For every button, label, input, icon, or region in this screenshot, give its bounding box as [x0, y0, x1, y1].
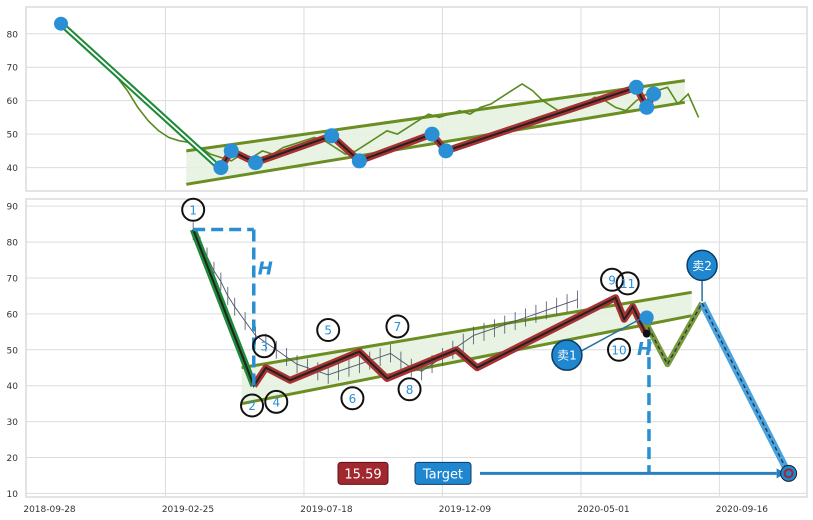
- wave-label-text: 6: [349, 392, 357, 406]
- y-tick-label: 50: [7, 346, 19, 356]
- wave-label-circle: [385, 314, 410, 339]
- top-grid: [26, 7, 807, 191]
- pivot-point: [424, 126, 440, 142]
- y-tick-label: 40: [7, 164, 19, 174]
- y-tick-label: 20: [7, 454, 19, 464]
- top-panel: 40 50 60 70 80: [7, 6, 808, 192]
- wave-labels: 1 2 3 4 5 6 7 8 9 10 11: [181, 197, 654, 418]
- wave-label-text: 3: [260, 340, 268, 354]
- height-projection: HH: [193, 227, 652, 474]
- x-tick-label: 2020-09-16: [716, 505, 769, 515]
- height-marker-label: H: [258, 258, 273, 279]
- y-tick-label: 40: [7, 382, 19, 392]
- x-tick-label: 2020-05-01: [577, 505, 629, 515]
- pivot-point: [54, 16, 68, 31]
- price-line: [192, 231, 578, 376]
- forecast-core-line: [644, 301, 790, 475]
- x-tick-label: 2019-12-09: [439, 505, 492, 515]
- x-tick-label: 2019-07-18: [300, 505, 353, 515]
- wave-label-text: 9: [608, 273, 616, 287]
- sell2-marker: [686, 249, 718, 282]
- trend-arrow-core: [60, 23, 219, 167]
- bottom-y-axis: 10 20 30 40 50 60 70 80 90: [7, 203, 19, 500]
- pivot-point: [639, 310, 654, 325]
- wave-line-core: [220, 86, 655, 169]
- y-tick-label: 10: [7, 490, 19, 500]
- top-wave-path: [217, 83, 657, 170]
- target-point-ring: [783, 468, 794, 479]
- wave-label-circle: [252, 334, 277, 359]
- wave-label-text: 2: [248, 399, 256, 413]
- wave-label-circle: [264, 389, 289, 414]
- sell1-label: 卖1: [557, 349, 577, 363]
- target-button-label: Target: [422, 467, 463, 482]
- y-tick-label: 50: [7, 131, 19, 141]
- pivot-point: [247, 155, 263, 171]
- target-value-box: [337, 461, 389, 485]
- wave-label-text: 8: [406, 383, 414, 397]
- channel-fill: [241, 292, 692, 404]
- y-tick-label: 80: [7, 239, 19, 249]
- y-tick-label: 60: [7, 310, 19, 320]
- pivot-point: [646, 86, 662, 102]
- top-pivots: [54, 16, 662, 176]
- bottom-wave-path: [189, 228, 649, 388]
- pivot-point: [223, 143, 239, 159]
- x-tick-label: 2019-02-25: [162, 505, 214, 515]
- pivot-point: [438, 143, 454, 159]
- wave-label-text: 1: [189, 203, 197, 217]
- wave-label-text: 7: [394, 320, 402, 334]
- pivot-point: [213, 160, 229, 176]
- wave-label-text: 4: [272, 395, 280, 409]
- wave-label-text: 10: [611, 343, 626, 357]
- wave-line-core: [192, 229, 646, 388]
- y-tick-label: 30: [7, 418, 19, 428]
- y-tick-label: 90: [7, 203, 19, 213]
- x-tick-label: 2018-09-28: [23, 505, 76, 515]
- wave-label-circle: [340, 386, 365, 411]
- y-tick-label: 70: [7, 64, 19, 74]
- wave-label-text: 11: [620, 277, 635, 291]
- pivot-point: [628, 79, 644, 95]
- pivot-point: [642, 329, 651, 338]
- wave-label-circle: [397, 377, 422, 402]
- wave-label-circle: [181, 197, 206, 222]
- target-point: [780, 464, 798, 482]
- wave-label-text: 5: [324, 324, 332, 338]
- pivot-point: [324, 128, 340, 144]
- target-button-box: [414, 461, 472, 485]
- x-axis: 2018-09-28 2019-02-25 2019-07-18 2019-12-09…: [23, 505, 768, 515]
- wave-label-circle: [607, 337, 632, 362]
- wave-label-circle: [240, 393, 265, 418]
- bottom-grid: [26, 199, 807, 497]
- y-tick-label: 80: [7, 30, 19, 40]
- y-tick-label: 70: [7, 274, 19, 284]
- target-annotation: 15.59 Target: [337, 461, 798, 485]
- pivot-point: [639, 99, 655, 115]
- sell1-pointer: [580, 318, 641, 352]
- target-value-label: 15.59: [344, 467, 381, 482]
- top-y-axis: 40 50 60 70 80: [7, 30, 19, 174]
- sell1-marker: [551, 339, 583, 371]
- wave-label-circle: [615, 271, 640, 296]
- sell2-label: 卖2: [692, 259, 712, 273]
- y-tick-label: 60: [7, 97, 19, 107]
- height-marker-label: H: [637, 339, 652, 360]
- wave-label-circle: [316, 318, 341, 343]
- forecast-path: 卖1 卖2: [551, 249, 792, 476]
- pivot-point: [351, 153, 367, 169]
- wave-label-circle: [600, 267, 625, 292]
- top-arrow: [58, 21, 220, 169]
